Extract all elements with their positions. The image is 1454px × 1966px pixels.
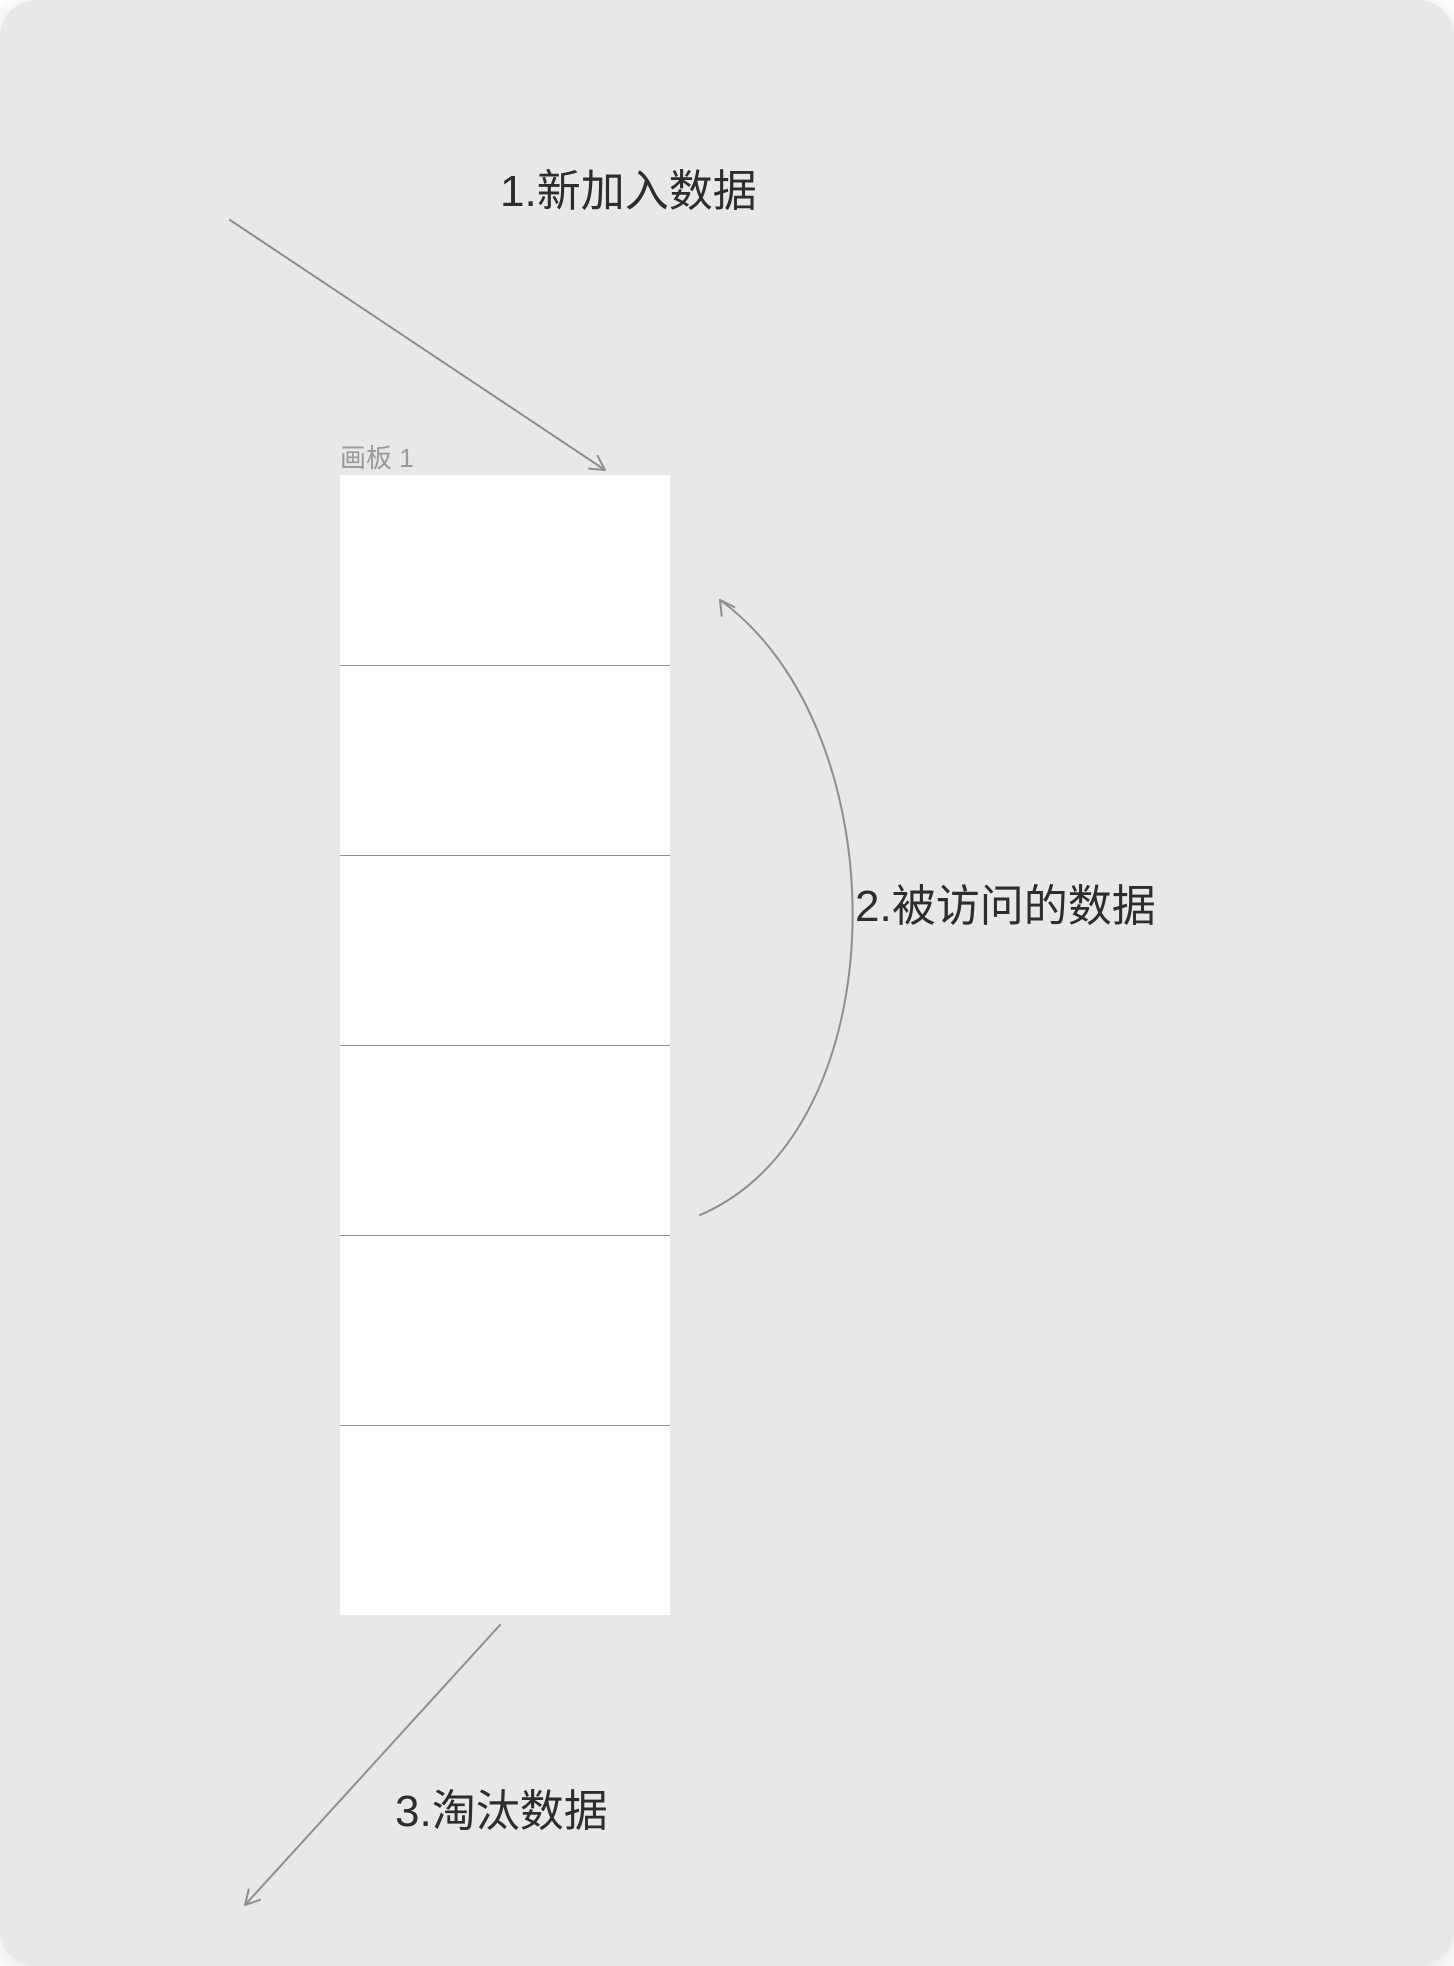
lru-cell [340,1045,670,1235]
lru-cell [340,855,670,1045]
annotation-access: 2.被访问的数据 [855,870,1156,934]
diagram-background [0,0,1454,1966]
annotation-insert: 1.新加入数据 [500,155,757,219]
diagram-card: 画板 1 1.新加入数据 2.被访问的数据 3.淘汰数据 [0,0,1454,1966]
lru-stack [340,475,670,1615]
lru-cell [340,665,670,855]
lru-cell [340,475,670,665]
lru-cell [340,1235,670,1425]
artboard-label: 画板 1 [340,438,414,475]
annotation-evict: 3.淘汰数据 [395,1775,608,1839]
lru-cell [340,1425,670,1615]
